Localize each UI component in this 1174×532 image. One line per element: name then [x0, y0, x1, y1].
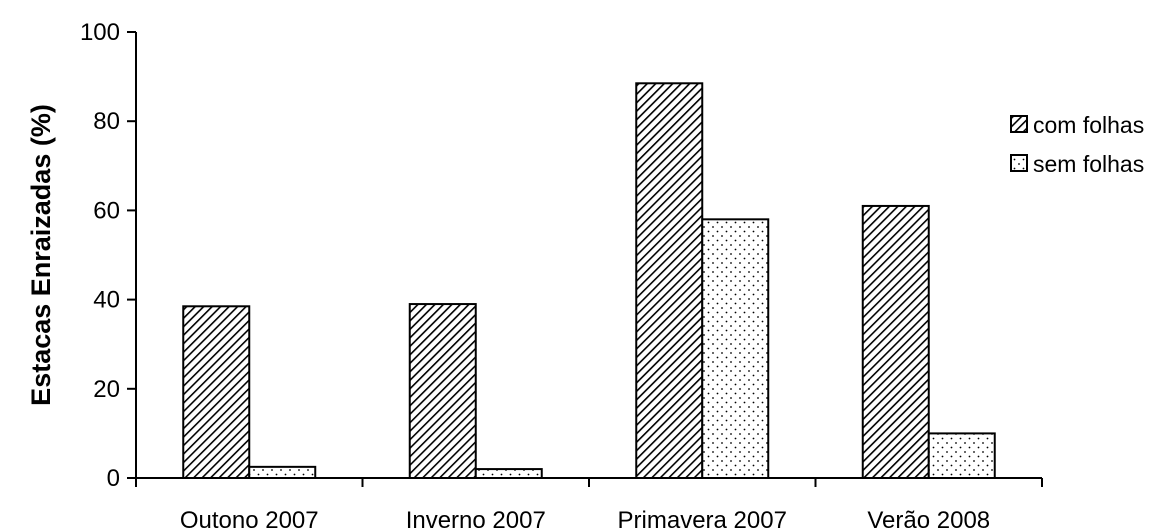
y-tick-label: 40 — [93, 287, 120, 314]
x-axis: Outono 2007 Inverno 2007 Primavera 2007 Ver… — [135, 477, 1043, 532]
x-category-label: Outono 2007 — [180, 507, 319, 532]
bar-sem-folhas — [701, 218, 770, 479]
bars — [182, 82, 996, 480]
y-tick-label: 20 — [93, 376, 120, 403]
y-tick-label: 100 — [80, 19, 120, 46]
x-category-label: Verão 2008 — [867, 507, 990, 532]
bar-com-folhas — [635, 82, 704, 479]
legend-swatch-sem-folhas — [1010, 154, 1028, 172]
bar-sem-folhas — [927, 432, 996, 479]
bar-com-folhas — [861, 204, 930, 479]
legend-label: sem folhas — [1033, 151, 1144, 177]
bar-com-folhas — [408, 303, 477, 479]
y-tick-label: 80 — [93, 108, 120, 135]
bar-sem-folhas — [248, 465, 317, 480]
y-axis: 0 20 40 60 80 100 — [80, 19, 137, 492]
x-category-label: Primavera 2007 — [618, 507, 787, 532]
y-axis-title: Estacas Enraizadas (%) — [26, 104, 56, 406]
legend-label: com folhas — [1033, 112, 1144, 138]
x-category-label: Inverno 2007 — [406, 507, 546, 532]
bar-sem-folhas — [474, 468, 543, 479]
legend: com folhas sem folhas — [1010, 112, 1144, 177]
bar-com-folhas — [182, 305, 251, 480]
y-tick-label: 0 — [107, 465, 120, 492]
y-tick-label: 60 — [93, 197, 120, 224]
legend-swatch-com-folhas — [1010, 115, 1028, 133]
